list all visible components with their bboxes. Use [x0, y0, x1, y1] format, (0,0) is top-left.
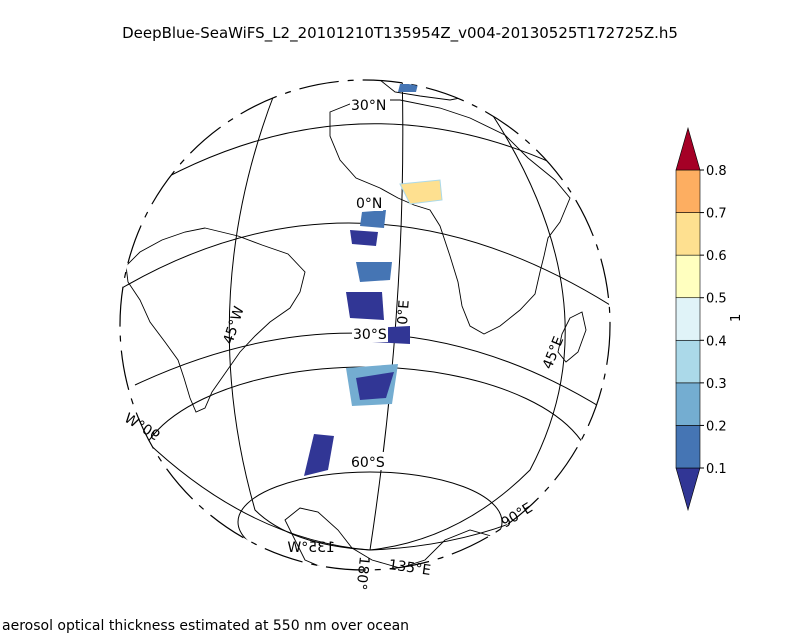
longitude-0-line [369, 80, 404, 551]
label-30s: 30°S [353, 327, 387, 343]
aod-swath [304, 84, 443, 476]
colorbar-tick-label: 0.7 [706, 207, 727, 222]
longitude-45e-line [369, 95, 566, 551]
label-135w: 135°W [287, 540, 335, 556]
colorbar-band [675, 382, 701, 426]
colorbar-band [675, 425, 701, 469]
antarctica-coast [284, 507, 541, 570]
label-90e: 90°E [499, 500, 536, 531]
longitude-45w-line [228, 91, 371, 551]
label-90w: 90°W [121, 410, 162, 444]
colorbar-band [675, 339, 701, 384]
colorbar-tick-label: 0.4 [706, 334, 727, 349]
label-30n: 30°N [351, 98, 386, 114]
label-0e: 0°E [395, 299, 413, 325]
longitude-90w-line [144, 439, 371, 551]
latitude-30n-line [134, 123, 606, 196]
colorbar-band [675, 169, 701, 213]
colorbar-unit-label: 1 [729, 314, 744, 322]
label-135e: 135°E [387, 557, 431, 579]
colorbar-band [675, 297, 701, 341]
latitude-75s-line [237, 471, 503, 570]
africa-coast [329, 99, 571, 335]
colorbar-extend-low [675, 467, 701, 512]
label-45w: 45°W [221, 304, 248, 346]
south-america-coast [125, 227, 306, 413]
label-180: 180° [352, 556, 371, 591]
label-60s: 60°S [351, 455, 385, 471]
colorbar-band [675, 212, 701, 256]
globe-outline [119, 79, 611, 571]
map-caption: aerosol optical thickness estimated at 5… [2, 618, 410, 634]
colorbar-tick-label: 0.5 [706, 292, 727, 307]
colorbar-tick-label: 0.8 [706, 164, 727, 179]
colorbar-extend-high [675, 126, 701, 171]
colorbar-tick-label: 0.6 [706, 249, 727, 264]
map-title: DeepBlue-SeaWiFS_L2_20101210T135954Z_v00… [122, 24, 678, 42]
madagascar-coast [557, 311, 587, 363]
colorbar-tick-label: 0.3 [706, 377, 727, 392]
colorbar-band [675, 254, 701, 299]
label-0n: 0°N [356, 196, 382, 212]
colorbar: 0.1 0.2 0.3 0.4 0.5 0.6 0.7 0.8 1 [675, 126, 744, 512]
colorbar-tick-label: 0.2 [706, 419, 727, 434]
europe-coast [379, 80, 472, 101]
colorbar-tick-label: 0.1 [706, 462, 727, 477]
